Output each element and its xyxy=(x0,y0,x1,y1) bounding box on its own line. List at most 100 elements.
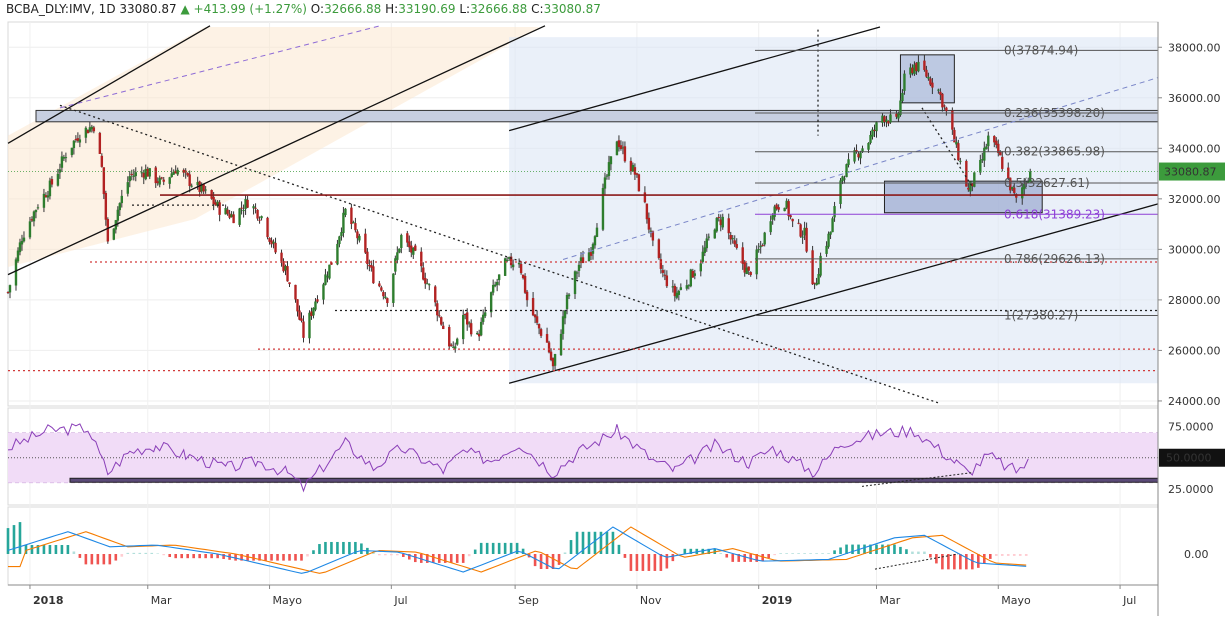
candle-body xyxy=(456,338,459,345)
candle-body xyxy=(917,61,920,72)
candle-body xyxy=(78,139,82,143)
macd-histogram-bar xyxy=(384,554,387,556)
candle-body xyxy=(410,245,413,253)
candle-body xyxy=(340,232,343,237)
candle-body xyxy=(90,126,94,130)
macd-histogram-bar xyxy=(779,553,782,554)
macd-histogram-bar xyxy=(803,553,806,554)
candle-body xyxy=(757,249,760,251)
macd-histogram-bar xyxy=(150,552,154,554)
candle-body xyxy=(785,200,788,208)
macd-histogram-bar xyxy=(994,554,998,556)
candle-body xyxy=(719,219,722,226)
macd-histogram-bar xyxy=(54,545,58,554)
macd-histogram-bar xyxy=(545,554,549,570)
candle-body xyxy=(436,303,439,316)
macd-histogram-bar xyxy=(192,554,195,559)
macd-histogram-bar xyxy=(977,554,980,568)
candle-body xyxy=(815,283,818,286)
macd-histogram-bar xyxy=(599,531,603,554)
candle-body xyxy=(909,67,912,75)
candle-body xyxy=(426,283,429,285)
candle-body xyxy=(216,201,219,206)
candle-body xyxy=(84,127,88,138)
candle-body xyxy=(172,171,175,175)
macd-histogram-bar xyxy=(288,554,291,561)
candle-body xyxy=(913,64,916,75)
candle-body xyxy=(983,147,986,161)
candle-body xyxy=(240,207,243,209)
macd-histogram-bar xyxy=(1006,554,1010,556)
fib-level-label: 0.236(35398.20) xyxy=(1004,106,1105,120)
candle-body xyxy=(701,251,704,262)
candle-body xyxy=(685,285,689,289)
candle-body xyxy=(330,262,333,265)
candle-body xyxy=(789,215,792,218)
candle-body xyxy=(819,255,822,276)
candle-body xyxy=(438,315,441,317)
macd-histogram-bar xyxy=(731,554,735,562)
macd-histogram-bar xyxy=(575,531,579,554)
macd-panel xyxy=(6,522,1028,574)
candle-body xyxy=(467,322,471,324)
candle-body xyxy=(316,299,319,302)
candle-body xyxy=(352,222,355,224)
candle-body xyxy=(887,121,890,124)
macd-histogram-bar xyxy=(815,553,818,554)
candle-body xyxy=(284,265,287,271)
candle-body xyxy=(204,189,207,191)
candle-body xyxy=(252,206,255,209)
candle-body xyxy=(663,274,667,276)
candle-body xyxy=(106,219,110,242)
candle-body xyxy=(326,276,329,278)
candle-body xyxy=(466,312,469,325)
low-label: L: xyxy=(459,2,471,16)
candle-body xyxy=(869,134,872,143)
candle-body xyxy=(230,214,233,218)
macd-histogram-bar xyxy=(282,554,285,561)
fib-level-label: 1(27380.27) xyxy=(1004,309,1078,323)
candle-body xyxy=(665,275,669,287)
candle-body xyxy=(120,195,124,204)
candle-body xyxy=(36,207,40,209)
candle-body xyxy=(442,325,445,330)
candle-body xyxy=(971,183,974,187)
macd-histogram-bar xyxy=(581,531,585,554)
candle-body xyxy=(118,203,122,211)
candle-body xyxy=(967,187,970,190)
candle-body xyxy=(218,202,221,215)
macd-histogram-bar xyxy=(773,554,776,556)
candle-body xyxy=(547,342,551,353)
candle-body xyxy=(763,232,766,245)
candle-body xyxy=(170,173,173,178)
macd-histogram-bar xyxy=(623,554,627,558)
candle-body xyxy=(833,206,836,218)
candle-body xyxy=(635,173,639,175)
macd-histogram-bar xyxy=(551,554,555,570)
candle-body xyxy=(705,238,708,249)
candle-body xyxy=(661,270,665,273)
rsi-tag-label: 50.0000 xyxy=(1166,452,1212,465)
candle-body xyxy=(743,262,746,273)
macd-histogram-bar xyxy=(845,544,848,554)
candle-body xyxy=(312,307,315,316)
candle-body xyxy=(573,271,577,295)
candle-body xyxy=(855,150,858,152)
candle-body xyxy=(392,273,395,303)
candle-body xyxy=(160,177,163,179)
macd-histogram-bar xyxy=(210,554,213,559)
candle-body xyxy=(829,231,832,235)
candle-body xyxy=(102,167,106,195)
macd-histogram-bar xyxy=(168,554,172,558)
candle-body xyxy=(805,227,808,252)
macd-histogram-bar xyxy=(324,541,327,554)
macd-histogram-bar xyxy=(647,554,651,571)
time-tick-label: Mar xyxy=(879,594,900,607)
candle-body xyxy=(923,60,926,70)
candle-body xyxy=(196,181,199,186)
candle-body xyxy=(378,283,381,287)
macd-histogram-bar xyxy=(216,554,219,559)
candle-body xyxy=(845,164,848,178)
macd-histogram-bar xyxy=(240,554,243,561)
